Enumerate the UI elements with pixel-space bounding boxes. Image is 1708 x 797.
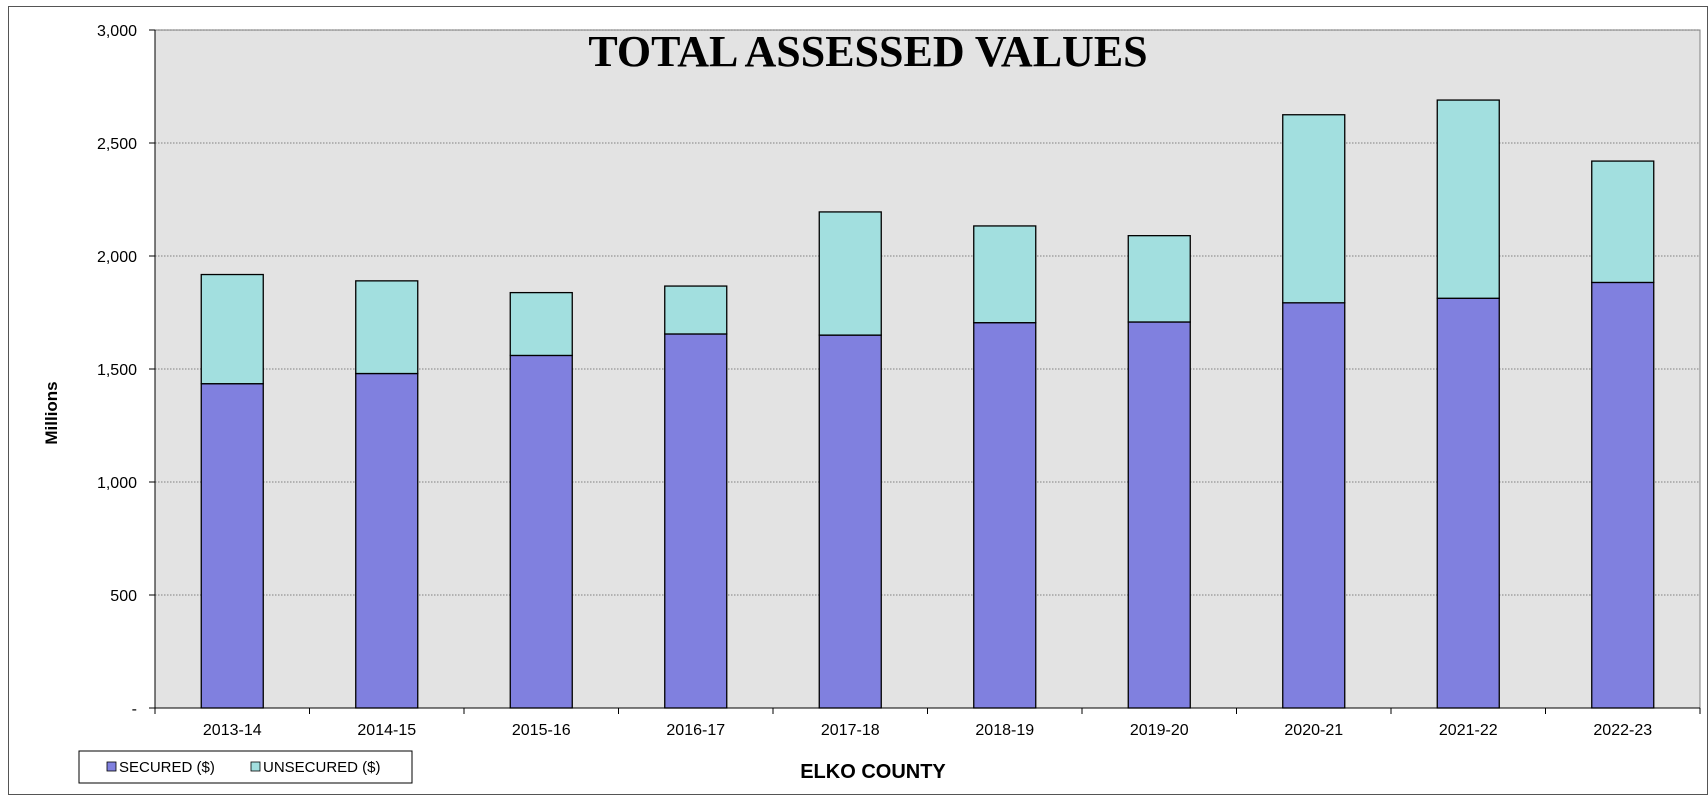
bar-segment-secured [973, 322, 1037, 709]
y-tick-label: 3,000 [97, 23, 137, 40]
bar-segment-secured [664, 333, 728, 709]
bar-segment-unsecured [664, 285, 728, 335]
bar-segment-unsecured [200, 273, 264, 385]
chart-title: TOTAL ASSESSED VALUES [588, 27, 1147, 76]
legend-label-secured: SECURED ($) [119, 759, 215, 776]
bar-segment-secured [200, 383, 264, 709]
bar-segment-unsecured [509, 291, 573, 357]
bar-segment-unsecured [355, 280, 419, 375]
y-tick-label: 1,000 [97, 475, 137, 492]
x-tick-label: 2014-15 [357, 722, 416, 739]
x-tick-label: 2022-23 [1593, 722, 1652, 739]
y-tick-label: 2,500 [97, 136, 137, 153]
bar-segment-secured [1282, 302, 1346, 709]
legend-swatch-unsecured [250, 761, 261, 772]
x-tick-label: 2017-18 [821, 722, 880, 739]
y-tick-label: 2,000 [97, 249, 137, 266]
bar-segment-unsecured [1282, 114, 1346, 304]
x-tick-label: 2016-17 [666, 722, 725, 739]
x-tick-label: 2019-20 [1130, 722, 1189, 739]
bar-segment-unsecured [1591, 160, 1655, 284]
x-axis-label: ELKO COUNTY [800, 761, 946, 783]
bars [200, 99, 1655, 709]
legend-swatch-secured [106, 761, 117, 772]
y-tick-label: 500 [110, 588, 137, 605]
bar-segment-unsecured [1127, 235, 1191, 323]
x-tick-label: 2013-14 [203, 722, 262, 739]
y-tick-label: - [132, 701, 137, 718]
x-tick-label: 2021-22 [1439, 722, 1498, 739]
bar-segment-unsecured [1436, 99, 1500, 299]
bar-segment-secured [509, 354, 573, 709]
y-axis-label: Millions [42, 381, 61, 444]
legend: SECURED ($) UNSECURED ($) [78, 750, 413, 784]
x-tick-label: 2018-19 [975, 722, 1034, 739]
x-tick-label: 2020-21 [1284, 722, 1343, 739]
legend-box [78, 750, 413, 784]
bar-segment-unsecured [818, 211, 882, 336]
bar-segment-secured [355, 372, 419, 709]
bar-segment-secured [818, 334, 882, 709]
axes: - 500 1,000 1,500 2,000 2,500 3,000 2013-14 2014… [97, 23, 1701, 739]
legend-label-unsecured: UNSECURED ($) [263, 759, 381, 776]
x-tick-label: 2015-16 [512, 722, 571, 739]
bar-segment-unsecured [973, 225, 1037, 324]
bar-segment-secured [1127, 321, 1191, 709]
y-tick-label: 1,500 [97, 362, 137, 379]
bar-segment-secured [1436, 297, 1500, 709]
bar-segment-secured [1591, 281, 1655, 709]
